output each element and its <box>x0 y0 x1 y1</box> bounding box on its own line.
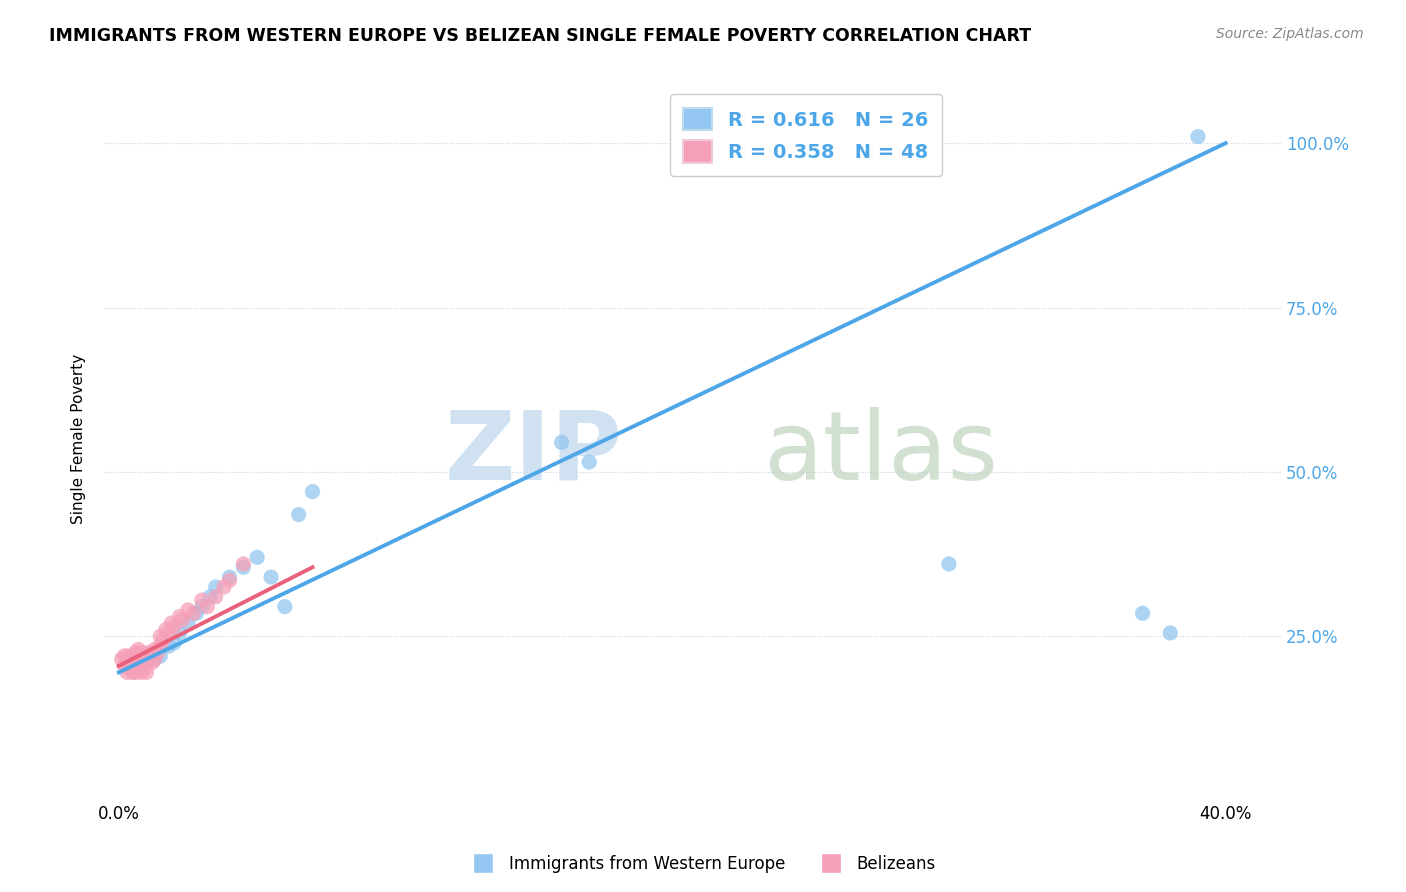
Point <box>149 639 172 653</box>
Point <box>152 632 174 647</box>
Point <box>183 606 205 620</box>
Point <box>118 662 141 676</box>
Point <box>132 652 155 666</box>
Point <box>118 652 141 666</box>
Point <box>121 665 143 680</box>
Point <box>301 484 323 499</box>
Point <box>129 646 152 660</box>
Point <box>121 648 143 663</box>
Point <box>287 508 309 522</box>
Point <box>218 574 240 588</box>
Point <box>141 656 163 670</box>
Point <box>135 652 157 666</box>
Point <box>124 656 146 670</box>
Point <box>212 580 235 594</box>
Point <box>177 616 200 631</box>
Point <box>177 603 200 617</box>
Point <box>232 557 254 571</box>
Point <box>143 652 166 666</box>
Point <box>121 656 143 670</box>
Point <box>135 646 157 660</box>
Legend: R = 0.616   N = 26, R = 0.358   N = 48: R = 0.616 N = 26, R = 0.358 N = 48 <box>669 95 942 177</box>
Y-axis label: Single Female Poverty: Single Female Poverty <box>72 354 86 524</box>
Point <box>232 560 254 574</box>
Text: atlas: atlas <box>763 407 998 500</box>
Point <box>274 599 297 614</box>
Point <box>115 665 138 680</box>
Point <box>149 629 172 643</box>
Point <box>172 613 194 627</box>
Point <box>204 590 226 604</box>
Point <box>135 656 157 670</box>
Point <box>191 593 214 607</box>
Point <box>112 648 135 663</box>
Point <box>127 652 149 666</box>
Point <box>141 646 163 660</box>
Point <box>115 648 138 663</box>
Point <box>163 619 186 633</box>
Point <box>143 642 166 657</box>
Point <box>169 626 191 640</box>
Point <box>1159 626 1181 640</box>
Text: Source: ZipAtlas.com: Source: ZipAtlas.com <box>1216 27 1364 41</box>
Point <box>124 646 146 660</box>
Point <box>127 662 149 676</box>
Point <box>127 642 149 657</box>
Point <box>135 665 157 680</box>
Point <box>115 656 138 670</box>
Point <box>195 599 218 614</box>
Point <box>143 652 166 666</box>
Legend: Immigrants from Western Europe, Belizeans: Immigrants from Western Europe, Belizean… <box>464 848 942 880</box>
Point <box>191 599 214 614</box>
Point <box>578 455 600 469</box>
Point <box>160 616 183 631</box>
Point <box>155 623 177 637</box>
Point <box>121 662 143 676</box>
Point <box>112 658 135 673</box>
Point <box>218 570 240 584</box>
Point <box>186 606 208 620</box>
Point <box>132 662 155 676</box>
Text: IMMIGRANTS FROM WESTERN EUROPE VS BELIZEAN SINGLE FEMALE POVERTY CORRELATION CHA: IMMIGRANTS FROM WESTERN EUROPE VS BELIZE… <box>49 27 1032 45</box>
Point <box>124 665 146 680</box>
Point <box>246 550 269 565</box>
Point <box>938 557 960 571</box>
Point <box>204 580 226 594</box>
Point <box>169 609 191 624</box>
Point <box>157 639 180 653</box>
Point <box>163 636 186 650</box>
Point <box>1132 606 1154 620</box>
Point <box>198 590 221 604</box>
Point <box>149 648 172 663</box>
Point <box>1187 129 1209 144</box>
Point <box>129 656 152 670</box>
Point <box>138 648 160 663</box>
Point <box>260 570 283 584</box>
Point <box>110 652 132 666</box>
Point <box>129 648 152 663</box>
Point <box>157 626 180 640</box>
Point <box>550 435 572 450</box>
Point <box>129 665 152 680</box>
Text: ZIP: ZIP <box>444 407 623 500</box>
Point <box>146 646 169 660</box>
